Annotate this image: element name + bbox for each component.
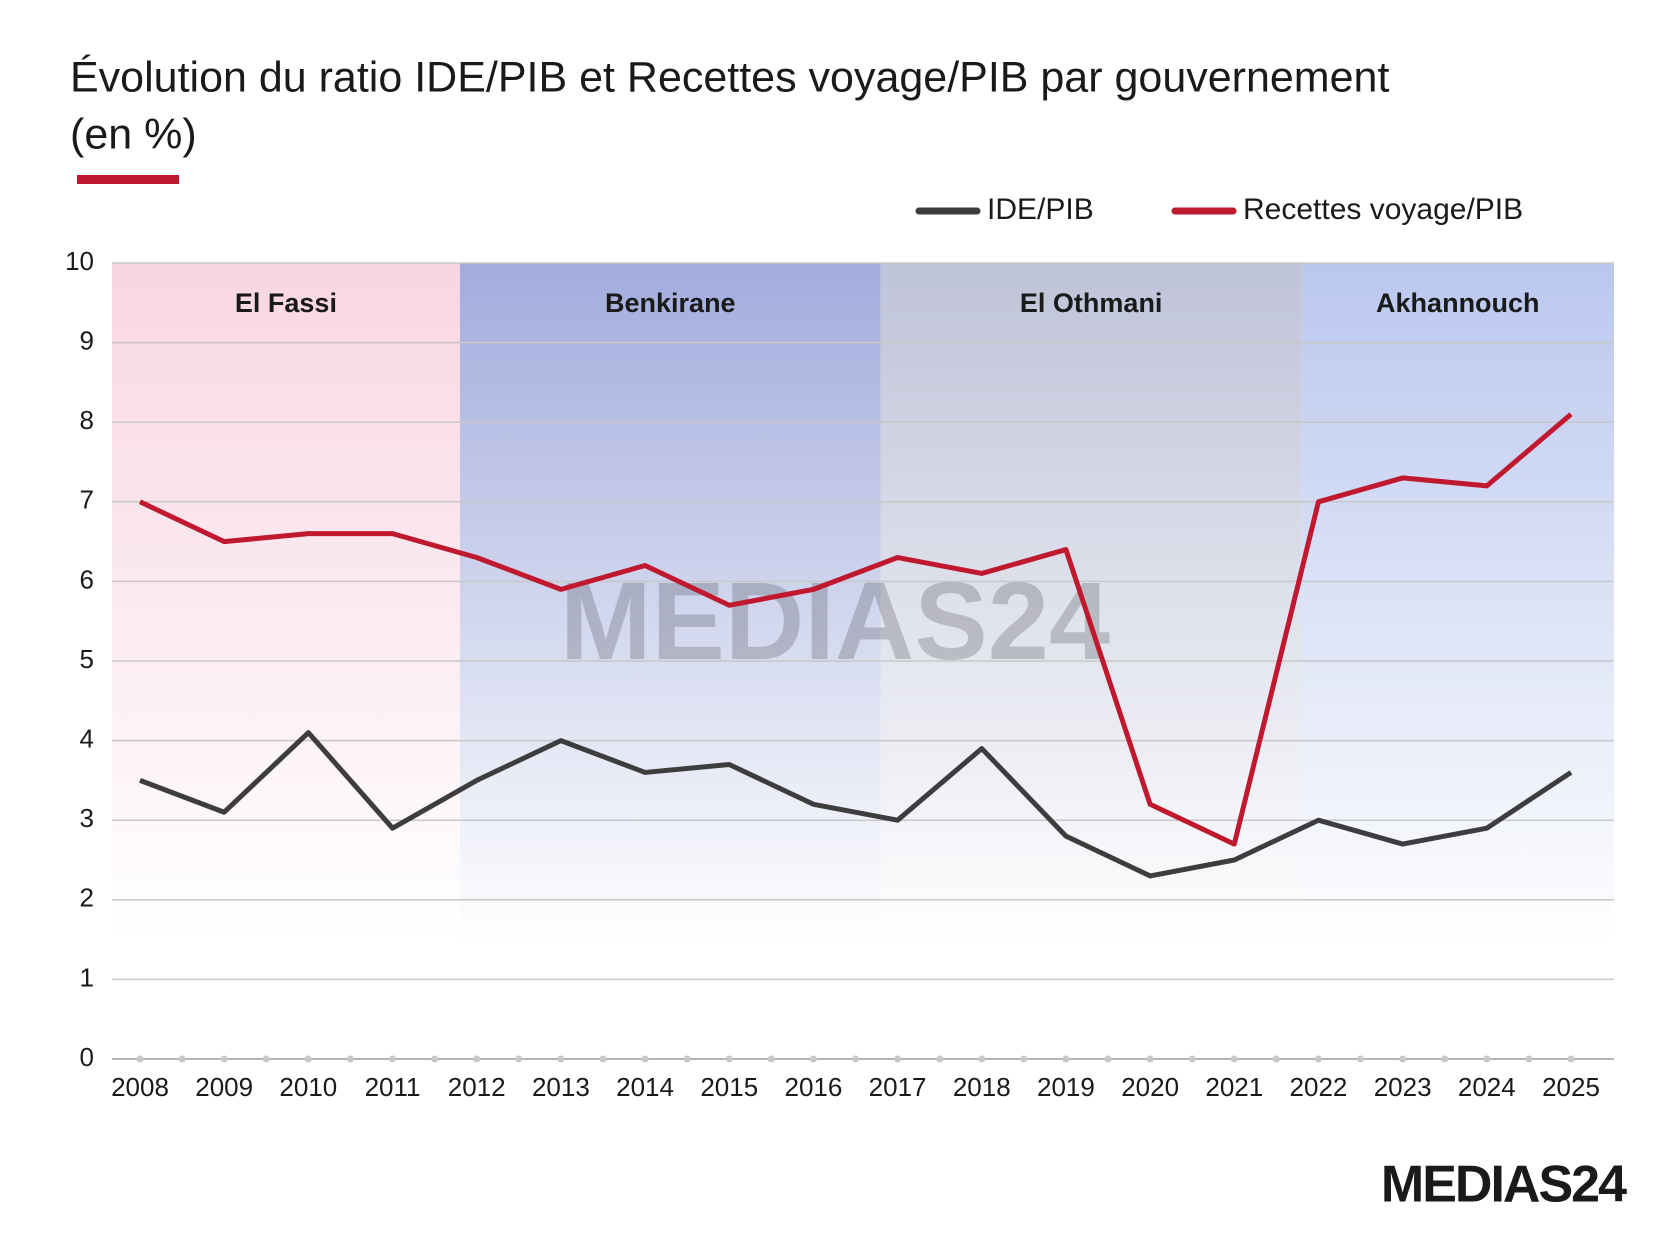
x-tick-label: 2019: [1037, 1072, 1095, 1102]
x-tick-dot: [725, 1055, 733, 1063]
x-tick-label: 2014: [616, 1072, 674, 1102]
y-tick-label: 8: [80, 405, 94, 435]
chart-subtitle: (en %): [70, 110, 197, 158]
y-tick-label: 2: [80, 883, 94, 913]
y-tick-label: 4: [80, 723, 94, 753]
x-tick-label: 2010: [279, 1072, 337, 1102]
x-tick-label: 2013: [532, 1072, 590, 1102]
x-tick-dot: [978, 1055, 986, 1063]
x-tick-label: 2017: [869, 1072, 927, 1102]
x-tick-dot: [178, 1055, 186, 1063]
y-tick-label: 0: [80, 1042, 94, 1072]
y-tick-label: 9: [80, 325, 94, 355]
x-tick-dot: [1399, 1055, 1407, 1063]
x-tick-dot: [1441, 1055, 1449, 1063]
x-tick-dot: [389, 1055, 397, 1063]
x-tick-label: 2023: [1374, 1072, 1432, 1102]
period-label: Benkirane: [605, 288, 736, 318]
x-tick-label: 2024: [1458, 1072, 1516, 1102]
x-tick-dot: [767, 1055, 775, 1063]
x-tick-dot: [431, 1055, 439, 1063]
x-tick-label: 2020: [1121, 1072, 1179, 1102]
x-tick-dot: [1525, 1055, 1533, 1063]
x-tick-dot: [1230, 1055, 1238, 1063]
x-tick-label: 2011: [365, 1072, 421, 1102]
x-tick-label: 2015: [700, 1072, 758, 1102]
data-line: [139, 730, 1573, 879]
logo: MEDIAS24: [1381, 1156, 1627, 1214]
x-tick-dot: [1314, 1055, 1322, 1063]
y-tick-label: 5: [80, 644, 94, 674]
x-tick-dot: [852, 1055, 859, 1063]
x-tick-dot: [1272, 1055, 1280, 1063]
x-tick-dot: [936, 1055, 944, 1063]
period-band: [880, 263, 1302, 943]
period-band: [1301, 263, 1614, 943]
period-label: El Fassi: [235, 288, 337, 318]
x-tick-dot: [641, 1055, 649, 1063]
x-tick-dot: [1567, 1055, 1575, 1063]
x-tick-dot: [304, 1055, 312, 1063]
period-band: [112, 263, 460, 943]
x-tick-label: 2012: [448, 1072, 506, 1102]
watermark: MEDIAS24: [560, 560, 1110, 683]
x-tick-dot: [599, 1055, 607, 1063]
y-tick-label: 10: [65, 246, 94, 276]
y-tick-label: 7: [80, 485, 94, 515]
x-tick-dot: [1104, 1055, 1112, 1063]
legend-label: Recettes voyage/PIB: [1243, 193, 1523, 226]
x-tick-dot: [346, 1055, 354, 1063]
x-tick-label: 2018: [953, 1072, 1011, 1102]
period-label: Akhannouch: [1376, 288, 1540, 318]
period-label: El Othmani: [1020, 288, 1163, 318]
x-tick-dot: [1020, 1055, 1028, 1063]
x-tick-dot: [1483, 1055, 1491, 1063]
chart-title: Évolution du ratio IDE/PIB et Recettes v…: [70, 53, 1389, 101]
x-tick-dot: [220, 1055, 228, 1063]
x-tick-dot: [557, 1055, 565, 1063]
x-tick-dot: [262, 1055, 270, 1063]
x-tick-label: 2021: [1205, 1072, 1263, 1102]
x-tick-label: 2016: [784, 1072, 842, 1102]
x-tick-dot: [1146, 1055, 1154, 1063]
x-tick-dot: [683, 1055, 691, 1063]
x-tick-label: 2009: [195, 1072, 253, 1102]
x-tick-dot: [1188, 1055, 1196, 1063]
y-tick-label: 3: [80, 803, 94, 833]
y-tick-label: 1: [80, 962, 94, 992]
y-tick-label: 6: [80, 564, 94, 594]
x-tick-dot: [894, 1055, 902, 1063]
x-tick-label: 2008: [111, 1072, 169, 1102]
x-tick-dot: [473, 1055, 481, 1063]
x-tick-dot: [1357, 1055, 1365, 1063]
title-underline: [77, 175, 179, 184]
x-tick-label: 2025: [1542, 1072, 1600, 1102]
legend-label: IDE/PIB: [987, 193, 1094, 226]
x-tick-dot: [136, 1055, 144, 1063]
x-tick-dot: [1062, 1055, 1070, 1063]
x-tick-dot: [515, 1055, 523, 1063]
data-line: [138, 412, 1573, 847]
x-tick-label: 2022: [1290, 1072, 1348, 1102]
period-band: [459, 263, 881, 943]
x-tick-dot: [809, 1055, 817, 1063]
